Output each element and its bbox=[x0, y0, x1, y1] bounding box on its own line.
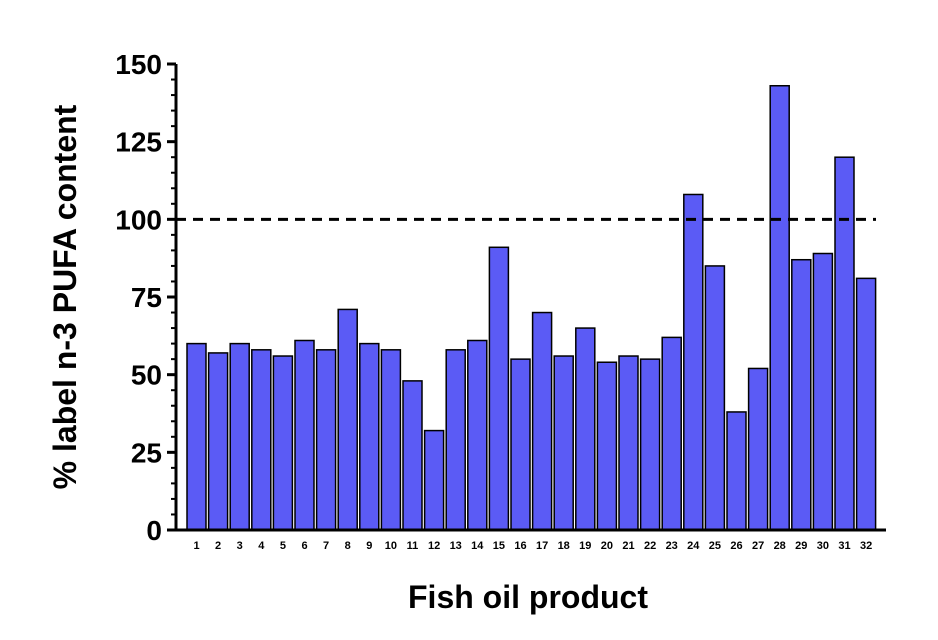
x-tick-label-9: 9 bbox=[366, 540, 372, 552]
y-tick-label-25: 25 bbox=[131, 437, 162, 468]
x-tick-label-30: 30 bbox=[817, 540, 829, 552]
x-tick-label-5: 5 bbox=[280, 540, 286, 552]
bar-4 bbox=[251, 349, 272, 531]
bars-group bbox=[186, 84, 877, 531]
x-tick-label-16: 16 bbox=[514, 540, 526, 552]
bar-7 bbox=[315, 349, 337, 531]
y-axis-title: % label n-3 PUFA content bbox=[47, 104, 83, 489]
x-tick-label-11: 11 bbox=[407, 540, 419, 552]
bar-5 bbox=[272, 355, 294, 531]
bar-21 bbox=[618, 355, 639, 531]
x-tick-label-17: 17 bbox=[536, 540, 548, 552]
x-tick-label-32: 32 bbox=[860, 540, 872, 552]
y-tick-label-0: 0 bbox=[146, 515, 162, 546]
bar-30 bbox=[812, 252, 834, 531]
bar-26 bbox=[726, 411, 747, 531]
bar-20 bbox=[596, 361, 618, 531]
x-tick-label-29: 29 bbox=[795, 540, 807, 552]
bar-29 bbox=[791, 258, 812, 531]
bar-17 bbox=[531, 311, 553, 531]
bar-10 bbox=[380, 349, 402, 531]
x-tick-label-8: 8 bbox=[345, 540, 351, 552]
y-tick-label-75: 75 bbox=[131, 282, 162, 313]
x-tick-label-13: 13 bbox=[450, 540, 462, 552]
y-tick-label-125: 125 bbox=[115, 127, 162, 158]
x-tick-label-1: 1 bbox=[193, 540, 199, 552]
bar-6 bbox=[294, 339, 315, 531]
x-tick-label-20: 20 bbox=[601, 540, 613, 552]
bar-23 bbox=[661, 336, 682, 531]
y-axis-ticks: 0 25 50 75 100 125 150 bbox=[115, 49, 176, 546]
bar-12 bbox=[423, 429, 445, 531]
y-tick-label-100: 100 bbox=[115, 204, 162, 235]
bar-15 bbox=[488, 246, 510, 531]
bar-3 bbox=[229, 342, 250, 531]
x-tick-label-15: 15 bbox=[493, 540, 505, 552]
bar-8 bbox=[337, 308, 358, 531]
bar-16 bbox=[510, 358, 531, 531]
bar-25 bbox=[704, 265, 726, 531]
x-tick-label-4: 4 bbox=[258, 540, 265, 552]
bar-1 bbox=[186, 342, 207, 531]
x-tick-labels: 1 2 3 4 5 6 7 8 9 10 11 12 13 14 15 16 17 18 19 20 21 22 23 24 2… bbox=[193, 540, 872, 552]
bar-31 bbox=[834, 156, 855, 531]
x-tick-label-28: 28 bbox=[774, 540, 786, 552]
x-tick-label-25: 25 bbox=[709, 540, 721, 552]
bar-13 bbox=[445, 349, 466, 531]
x-tick-label-14: 14 bbox=[471, 540, 484, 552]
bar-24 bbox=[683, 193, 704, 531]
x-tick-label-10: 10 bbox=[385, 540, 397, 552]
bar-19 bbox=[575, 327, 596, 531]
bar-27 bbox=[747, 367, 769, 531]
bar-11 bbox=[402, 380, 423, 531]
x-tick-label-6: 6 bbox=[301, 540, 307, 552]
x-tick-label-31: 31 bbox=[838, 540, 850, 552]
bar-2 bbox=[207, 352, 229, 531]
x-tick-label-3: 3 bbox=[237, 540, 243, 552]
bar-28 bbox=[769, 84, 790, 531]
bar-32 bbox=[855, 277, 877, 531]
bar-9 bbox=[359, 342, 380, 531]
x-axis-title: Fish oil product bbox=[408, 579, 648, 615]
x-tick-label-26: 26 bbox=[730, 540, 742, 552]
x-tick-label-21: 21 bbox=[622, 540, 634, 552]
x-tick-label-7: 7 bbox=[323, 540, 329, 552]
y-tick-label-50: 50 bbox=[131, 360, 162, 391]
bar-14 bbox=[467, 339, 488, 531]
x-tick-label-12: 12 bbox=[428, 540, 440, 552]
x-tick-label-24: 24 bbox=[687, 540, 700, 552]
bar-22 bbox=[639, 358, 661, 531]
x-tick-label-22: 22 bbox=[644, 540, 656, 552]
y-tick-label-150: 150 bbox=[115, 49, 162, 80]
x-tick-label-23: 23 bbox=[666, 540, 678, 552]
x-tick-label-19: 19 bbox=[579, 540, 591, 552]
bar-18 bbox=[553, 355, 574, 531]
x-tick-label-2: 2 bbox=[215, 540, 221, 552]
x-tick-label-27: 27 bbox=[752, 540, 764, 552]
x-tick-label-18: 18 bbox=[558, 540, 570, 552]
